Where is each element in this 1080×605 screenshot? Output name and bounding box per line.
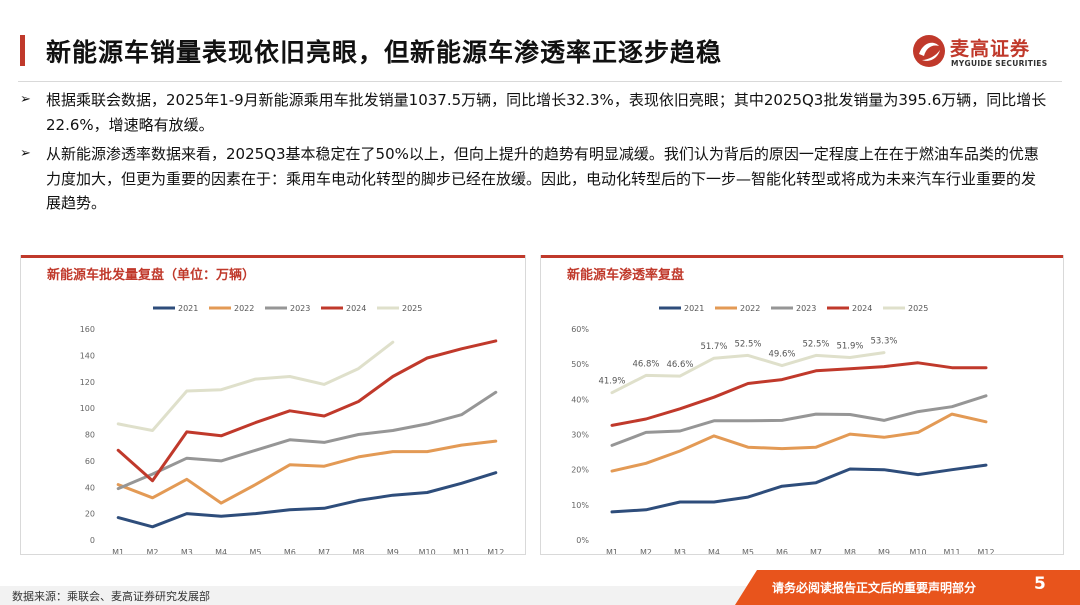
y-tick-label: 80 — [85, 431, 95, 440]
y-tick-label: 100 — [80, 404, 95, 413]
x-tick-label: M12 — [487, 548, 504, 554]
disclaimer-text: 请务必阅读报告正文后的重要声明部分 — [772, 581, 977, 595]
x-tick-label: M8 — [353, 548, 365, 554]
y-tick-label: 40 — [85, 483, 95, 492]
series-line-2021 — [116, 471, 498, 529]
chart-panel-penetration: 新能源车渗透率复盘 0% 10% 20% 30% 40% 50% 60% M1 M2 M3 M4 M5… — [540, 255, 1064, 555]
x-tick-label: M6 — [776, 548, 788, 554]
logo-mark-icon — [913, 35, 945, 67]
legend-label: 2024 — [852, 304, 872, 313]
x-tick-label: M3 — [674, 548, 686, 554]
y-tick-label: 40% — [571, 395, 589, 404]
y-tick-label: 60 — [85, 457, 95, 466]
y-tick-label: 50% — [571, 360, 589, 369]
penetration-line-chart: 0% 10% 20% 30% 40% 50% 60% M1 M2 M3 M4 M5 M6 M7 M8 M9 M1… — [571, 304, 994, 554]
y-tick-label: 30% — [571, 431, 589, 440]
y-tick-label: 140 — [80, 351, 95, 360]
data-label: 53.3% — [870, 337, 897, 347]
data-label: 51.7% — [700, 342, 727, 352]
bullet-item: ➢ 根据乘联会数据，2025年1-9月新能源乘用车批发销量1037.5万辆，同比… — [18, 88, 1048, 137]
x-tick-label: M4 — [708, 548, 720, 554]
bullet-item: ➢ 从新能源渗透率数据来看，2025Q3基本稳定在了50%以上，但向上提升的趋势… — [18, 142, 1048, 216]
disclaimer-banner — [735, 570, 1080, 605]
x-tick-label: M5 — [742, 548, 754, 554]
bullet-arrow-icon: ➢ — [20, 92, 31, 107]
legend-label: 2025 — [402, 304, 422, 313]
page-number: 5 — [1034, 574, 1046, 594]
x-tick-label: M4 — [215, 548, 227, 554]
x-tick-label: M7 — [810, 548, 822, 554]
series-line-2023 — [610, 394, 988, 447]
y-tick-label: 120 — [80, 378, 95, 387]
y-tick-label: 10% — [571, 501, 589, 510]
x-tick-label: M11 — [943, 548, 960, 554]
data-label: 51.9% — [836, 341, 863, 351]
x-tick-label: M10 — [419, 548, 436, 554]
panel-accent-line — [21, 255, 525, 258]
x-tick-label: M2 — [640, 548, 652, 554]
wholesale-line-chart: 0 20 40 60 80 100 120 140 160 M1 M2 M3 M4 M5 M6 M7 M8 M9 M… — [80, 304, 505, 554]
bullet-list: ➢ 根据乘联会数据，2025年1-9月新能源乘用车批发销量1037.5万辆，同比… — [18, 88, 1048, 221]
y-tick-label: 0 — [90, 536, 95, 545]
x-tick-label: M11 — [453, 548, 470, 554]
data-label: 46.6% — [666, 360, 693, 370]
legend-label: 2022 — [740, 304, 760, 313]
logo-name-en: MYGUIDE SECURITIES — [951, 59, 1048, 68]
legend-label: 2025 — [908, 304, 928, 313]
title-accent-bar — [20, 35, 25, 66]
legend-label: 2021 — [178, 304, 198, 313]
y-tick-label: 0% — [576, 536, 589, 545]
legend-label: 2024 — [346, 304, 366, 313]
y-tick-label: 60% — [571, 325, 589, 334]
y-tick-label: 160 — [80, 325, 95, 334]
x-tick-label: M3 — [181, 548, 193, 554]
x-tick-label: M2 — [147, 548, 159, 554]
x-tick-label: M9 — [387, 548, 399, 554]
legend-label: 2023 — [290, 304, 310, 313]
x-tick-label: M9 — [878, 548, 890, 554]
bullet-text: 从新能源渗透率数据来看，2025Q3基本稳定在了50%以上，但向上提升的趋势有明… — [46, 145, 1039, 212]
chart-title: 新能源车渗透率复盘 — [567, 268, 685, 283]
y-tick-label: 20 — [85, 510, 95, 519]
series-line-2022 — [116, 439, 498, 505]
x-tick-label: M12 — [977, 548, 994, 554]
series-line-2021 — [610, 463, 988, 514]
x-tick-label: M5 — [250, 548, 262, 554]
legend-label: 2023 — [796, 304, 816, 313]
data-label: 41.9% — [598, 377, 625, 387]
x-tick-label: M7 — [318, 548, 330, 554]
series-line-2025 — [116, 340, 395, 432]
series-line-2023 — [116, 390, 498, 491]
x-tick-label: M1 — [112, 548, 124, 554]
x-tick-label: M6 — [284, 548, 296, 554]
data-label: 49.6% — [768, 350, 795, 360]
logo-name-cn: 麦高证券 — [950, 38, 1031, 60]
data-label: 52.5% — [734, 339, 761, 349]
panel-accent-line — [541, 255, 1063, 258]
series-line-2024 — [116, 339, 498, 483]
chart-title: 新能源车批发量复盘（单位：万辆） — [47, 268, 256, 283]
x-tick-label: M1 — [606, 548, 618, 554]
series-line-2022 — [610, 412, 988, 473]
chart-panel-wholesale: 新能源车批发量复盘（单位：万辆） 0 20 40 60 80 100 120 140 160 M1… — [20, 255, 526, 555]
bullet-text: 根据乘联会数据，2025年1-9月新能源乘用车批发销量1037.5万辆，同比增长… — [46, 91, 1047, 134]
legend-label: 2022 — [234, 304, 254, 313]
legend-label: 2021 — [684, 304, 704, 313]
data-label: 52.5% — [802, 339, 829, 349]
header-divider — [18, 81, 1062, 82]
bullet-arrow-icon: ➢ — [20, 146, 31, 161]
x-tick-label: M10 — [909, 548, 926, 554]
data-source: 数据来源：乘联会、麦高证券研究发展部 — [12, 590, 210, 603]
company-logo: 麦高证券 MYGUIDE SECURITIES — [912, 32, 1052, 72]
y-tick-label: 20% — [571, 466, 589, 475]
data-label: 46.8% — [632, 359, 659, 369]
page-title: 新能源车销量表现依旧亮眼，但新能源车渗透率正逐步趋稳 — [46, 38, 723, 67]
series-line-2025 — [610, 351, 886, 395]
series-line-2024 — [610, 361, 988, 427]
x-tick-label: M8 — [844, 548, 856, 554]
